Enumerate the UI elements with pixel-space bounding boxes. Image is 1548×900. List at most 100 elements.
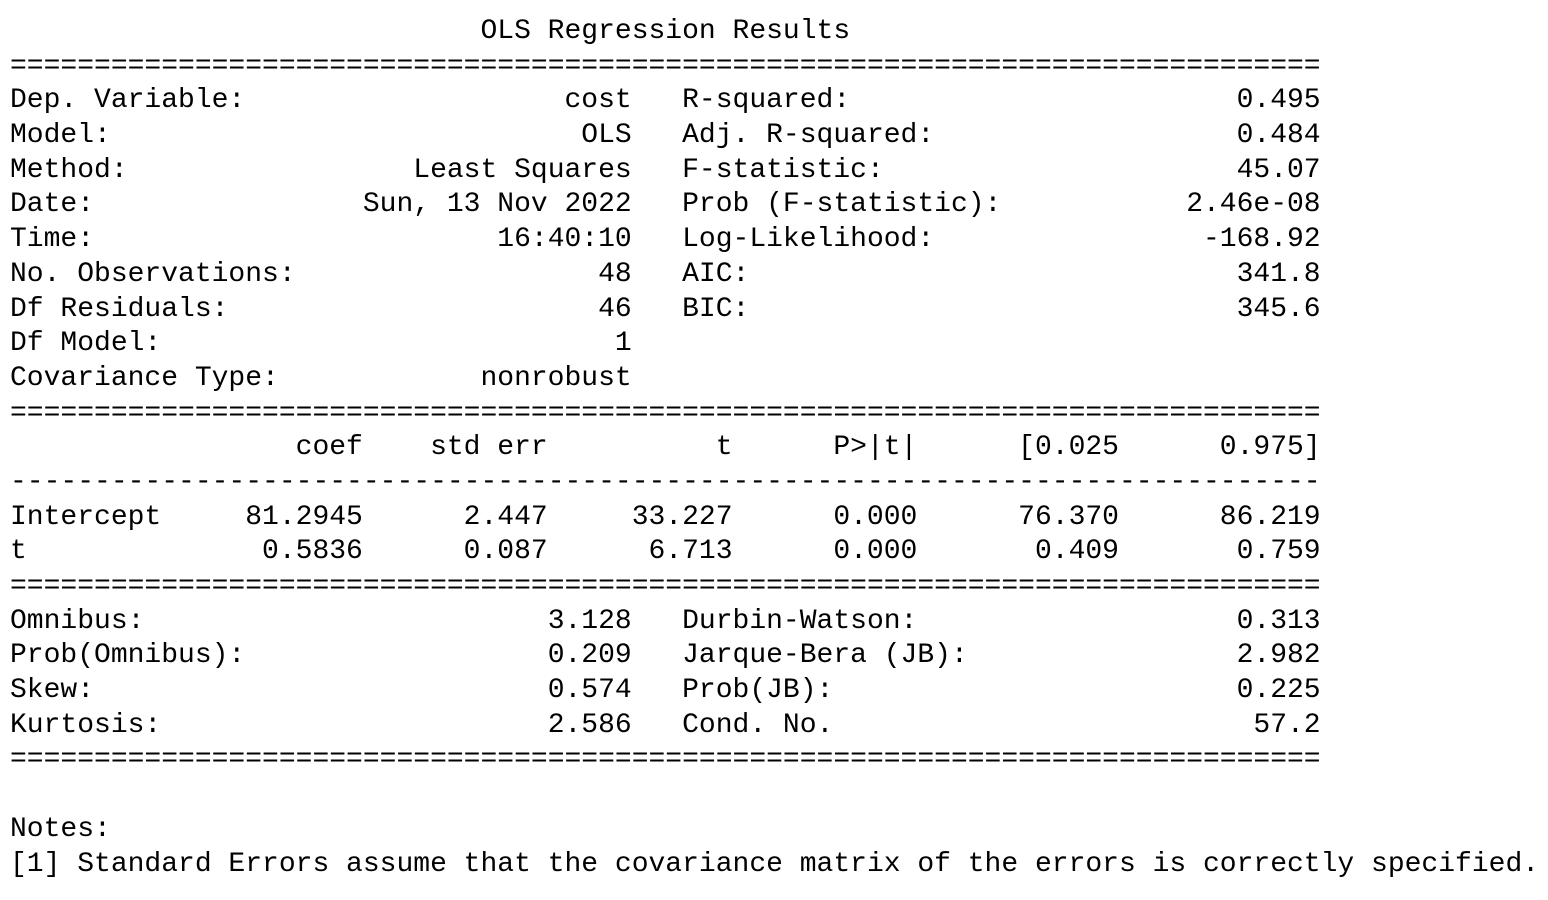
coef-cell: 6.713 <box>648 536 733 568</box>
title: OLS Regression Results <box>480 16 851 47</box>
notes-heading-text: Notes: <box>10 813 111 845</box>
column-header: t <box>715 432 733 464</box>
coef-cell: 2.447 <box>463 501 548 533</box>
stat-row: Df Residuals: 46 BIC: 345.6 <box>10 293 1321 328</box>
right-label: R-squared: <box>682 85 851 117</box>
rule-text: ----------------------------------------… <box>10 466 1321 498</box>
stat-row: Time: 16:40:10 Log-Likelihood: -168.92 <box>10 223 1321 258</box>
left-label: Df Residuals: <box>10 293 229 325</box>
left-value: 46 <box>598 293 632 325</box>
left-value: 48 <box>598 258 632 290</box>
left-value: nonrobust <box>480 362 632 394</box>
double-rule: ========================================… <box>10 743 1321 778</box>
left-label: No. Observations: <box>10 258 296 290</box>
single-rule: ----------------------------------------… <box>10 466 1321 501</box>
right-value: 0.484 <box>1236 120 1321 152</box>
coef-cell: 0.409 <box>1034 536 1119 568</box>
left-value: Sun, 13 Nov 2022 <box>362 189 632 221</box>
stat-row: No. Observations: 48 AIC: 341.8 <box>10 258 1321 293</box>
coef-cell: 0.759 <box>1236 536 1321 568</box>
rule-text: ========================================… <box>10 571 1321 602</box>
stat-row: Omnibus: 3.128 Durbin-Watson: 0.313 <box>10 605 1321 640</box>
right-label: Adj. R-squared: <box>682 120 935 152</box>
right-value: 2.982 <box>1236 640 1321 672</box>
right-label: Jarque-Bera (JB): <box>682 640 968 672</box>
column-header: [0.025 <box>1018 432 1119 464</box>
left-label: Prob(Omnibus): <box>10 640 246 672</box>
coef-cell: 81.2945 <box>245 501 363 533</box>
left-value: 1 <box>614 328 632 360</box>
stat-row: Skew: 0.574 Prob(JB): 0.225 <box>10 674 1321 709</box>
left-label: Kurtosis: <box>10 709 162 741</box>
right-value: 0.313 <box>1236 605 1321 637</box>
double-rule: ========================================… <box>10 50 1321 85</box>
report-title: OLS Regression Results <box>10 15 1321 50</box>
right-label: F-statistic: <box>682 154 884 186</box>
double-rule: ========================================… <box>10 570 1321 605</box>
coef-cell: 86.219 <box>1219 501 1321 533</box>
coef-row: Intercept 81.2945 2.447 33.227 0.000 76.370 86… <box>10 501 1321 536</box>
right-label: Log-Likelihood: <box>682 224 935 256</box>
right-label: Prob (F-statistic): <box>682 189 1002 221</box>
right-value: 345.6 <box>1236 293 1321 325</box>
left-value: Least Squares <box>413 154 632 186</box>
right-label: Cond. No. <box>682 709 834 741</box>
left-label: Date: <box>10 189 95 221</box>
right-value: 45.07 <box>1236 154 1321 186</box>
left-value: 2.586 <box>547 709 632 741</box>
left-label: Method: <box>10 154 128 186</box>
stat-row: Prob(Omnibus): 0.209 Jarque-Bera (JB): 2.98… <box>10 639 1321 674</box>
left-label: Omnibus: <box>10 605 145 637</box>
right-value: 0.495 <box>1236 85 1321 117</box>
rule-text: ========================================… <box>10 50 1321 82</box>
left-label: Df Model: <box>10 328 162 360</box>
term-name: t <box>10 536 27 568</box>
coef-cell: 76.370 <box>1018 501 1119 533</box>
left-value: 16:40:10 <box>497 224 632 256</box>
column-header: coef <box>295 432 363 464</box>
rule-text: ========================================… <box>10 744 1321 776</box>
ols-summary: OLS Regression Results ==================… <box>10 15 1548 882</box>
right-label: Prob(JB): <box>682 675 834 707</box>
stat-row: Kurtosis: 2.586 Cond. No. 57.2 <box>10 709 1321 744</box>
note-text: [1] Standard Errors assume that the cova… <box>10 848 1540 880</box>
right-label: BIC: <box>682 293 750 325</box>
stat-row: Dep. Variable: cost R-squared: 0.495 <box>10 84 1321 119</box>
coef-header: coef std err t P>|t| [0.025 0.975] <box>10 431 1321 466</box>
right-label: AIC: <box>682 258 750 290</box>
left-label: Time: <box>10 224 95 256</box>
notes-heading: Notes: <box>10 813 1548 848</box>
stat-row: Method: Least Squares F-statistic: 45.07 <box>10 154 1321 189</box>
left-label: Dep. Variable: <box>10 85 246 117</box>
double-rule: ========================================… <box>10 397 1321 432</box>
right-value: 57.2 <box>1253 709 1321 741</box>
right-value: 0.225 <box>1236 675 1321 707</box>
stat-row: Covariance Type: nonrobust <box>10 362 1321 397</box>
coef-cell: 0.000 <box>833 536 918 568</box>
blank-line <box>10 778 1321 813</box>
right-label: Durbin-Watson: <box>682 605 918 637</box>
left-value: 3.128 <box>547 605 632 637</box>
left-label: Skew: <box>10 675 95 707</box>
coef-cell: 0.5836 <box>262 536 363 568</box>
column-header: std err <box>430 432 548 464</box>
stat-row: Df Model: 1 <box>10 327 1321 362</box>
stat-row: Model: OLS Adj. R-squared: 0.484 <box>10 119 1321 154</box>
right-value: 2.46e-08 <box>1186 189 1321 221</box>
left-value: cost <box>564 85 632 117</box>
left-label: Model: <box>10 120 111 152</box>
left-value: 0.574 <box>547 675 632 707</box>
coef-cell: 0.087 <box>463 536 548 568</box>
right-value: -168.92 <box>1202 224 1321 256</box>
coef-row: t 0.5836 0.087 6.713 0.000 0.409 0.759 <box>10 535 1321 570</box>
left-value: OLS <box>581 120 632 152</box>
coef-cell: 0.000 <box>833 501 918 533</box>
coef-cell: 33.227 <box>631 501 733 533</box>
column-header: P>|t| <box>833 432 918 464</box>
note-item: [1] Standard Errors assume that the cova… <box>10 848 1548 883</box>
left-value: 0.209 <box>547 640 632 672</box>
right-value: 341.8 <box>1236 258 1321 290</box>
term-name: Intercept <box>10 501 162 533</box>
rule-text: ========================================… <box>10 397 1321 429</box>
column-header: 0.975] <box>1219 432 1321 464</box>
